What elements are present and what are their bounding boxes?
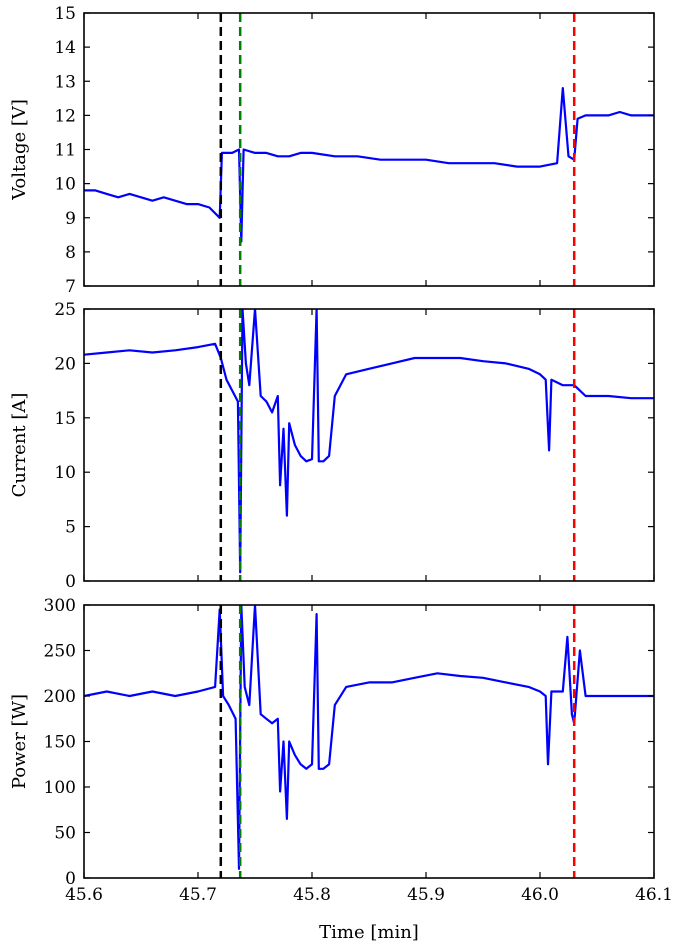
x-tick-label: 46.0 bbox=[521, 885, 559, 905]
y-tick-label: 200 bbox=[44, 687, 76, 707]
y-axis-label: Voltage [V] bbox=[9, 99, 30, 201]
y-tick-label: 300 bbox=[44, 596, 76, 616]
y-tick-label: 9 bbox=[65, 209, 76, 229]
y-tick-label: 10 bbox=[54, 175, 76, 195]
x-tick-label: 45.9 bbox=[407, 885, 445, 905]
y-tick-label: 100 bbox=[44, 778, 76, 798]
voltage-panel: 7 8 9 10 11 12 13 14 15 Voltage [V] bbox=[9, 4, 655, 297]
y-tick-label: 250 bbox=[44, 642, 76, 662]
y-tick-label: 25 bbox=[54, 300, 76, 320]
y-tick-label: 7 bbox=[65, 277, 76, 297]
y-tick-label: 11 bbox=[54, 141, 76, 161]
series-line bbox=[84, 309, 654, 574]
y-tick-label: 15 bbox=[54, 409, 76, 429]
power-panel: 0 50 100 150 200 250 300 45.6 45.7 45.8 45.9 46.0 46… bbox=[9, 596, 673, 905]
y-tick-label: 12 bbox=[54, 106, 76, 126]
y-tick-label: 0 bbox=[65, 869, 76, 889]
series-line bbox=[84, 605, 654, 871]
y-tick-label: 13 bbox=[54, 72, 76, 92]
x-tick-label: 46.1 bbox=[635, 885, 673, 905]
series-line bbox=[84, 86, 654, 243]
y-axis-label: Power [W] bbox=[9, 694, 30, 789]
y-tick-label: 50 bbox=[54, 824, 76, 844]
y-tick-label: 15 bbox=[54, 4, 76, 24]
x-axis-label: Time [min] bbox=[319, 922, 419, 943]
y-tick-label: 5 bbox=[65, 518, 76, 538]
y-tick-label: 14 bbox=[54, 38, 76, 58]
plot-frame bbox=[83, 308, 655, 582]
x-tick-label: 45.6 bbox=[65, 885, 103, 905]
y-tick-label: 8 bbox=[65, 243, 76, 263]
x-tick-label: 45.8 bbox=[293, 885, 331, 905]
current-panel: 0 5 10 15 20 25 Current [A] bbox=[9, 300, 655, 592]
y-tick-label: 0 bbox=[65, 572, 76, 592]
y-tick-label: 20 bbox=[54, 354, 76, 374]
y-axis-label: Current [A] bbox=[9, 393, 30, 498]
y-tick-label: 150 bbox=[44, 733, 76, 753]
y-tick-label: 10 bbox=[54, 463, 76, 483]
x-tick-label: 45.7 bbox=[179, 885, 217, 905]
